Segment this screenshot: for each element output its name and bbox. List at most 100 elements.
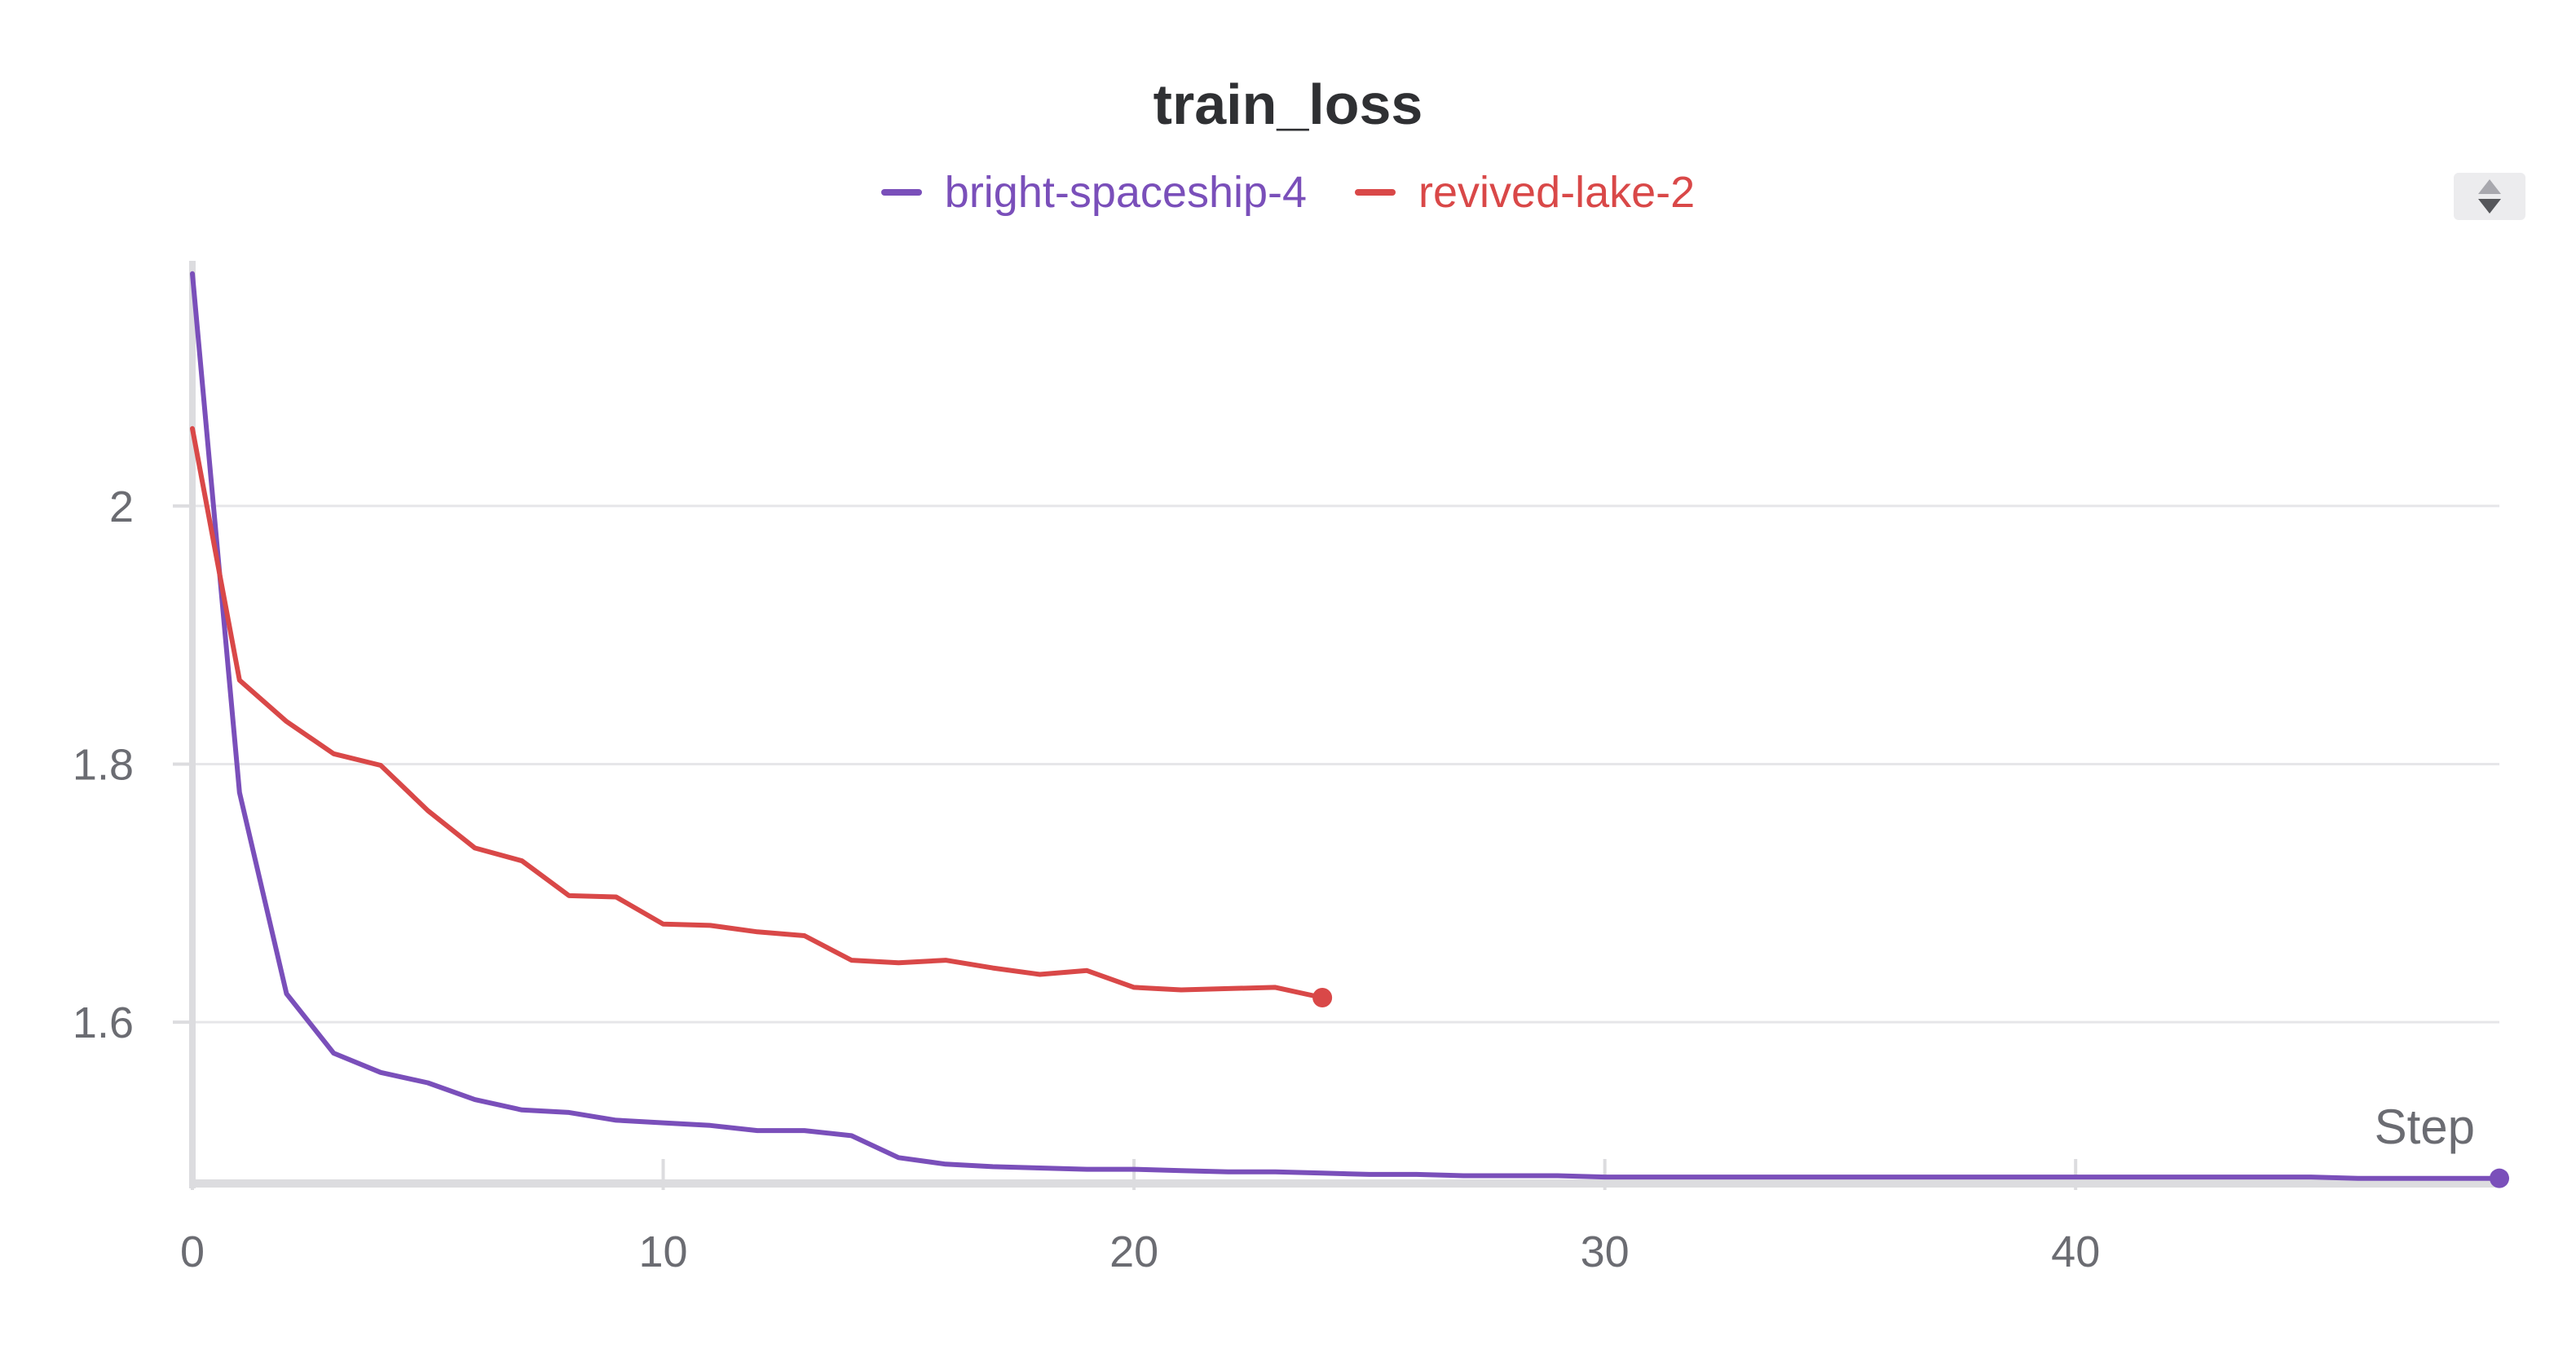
data-point <box>1038 1166 1043 1170</box>
data-point <box>2214 1175 2219 1179</box>
data-point <box>2356 1176 2361 1181</box>
data-point <box>473 1097 478 1102</box>
data-point <box>190 426 195 431</box>
y-tick-label: 2 <box>109 483 134 531</box>
data-point <box>943 958 948 963</box>
legend-label-series-1: bright-spaceship-4 <box>944 168 1308 217</box>
data-point <box>285 719 289 724</box>
data-point <box>2402 1176 2407 1181</box>
data-point <box>1179 988 1184 993</box>
data-point <box>755 929 760 934</box>
data-point <box>1179 1168 1184 1173</box>
data-point <box>1744 1175 1749 1179</box>
data-point <box>519 1108 524 1113</box>
y-tick-label: 1.8 <box>73 740 134 789</box>
data-point <box>849 1133 854 1138</box>
data-point <box>1084 968 1089 973</box>
data-point <box>1367 1172 1372 1177</box>
data-point <box>2450 1176 2455 1181</box>
data-point <box>1508 1174 1513 1179</box>
data-point <box>2309 1175 2314 1179</box>
data-point <box>2026 1175 2031 1179</box>
scroll-down-icon[interactable] <box>2478 199 2501 214</box>
data-point <box>378 1070 383 1075</box>
legend-scroll-control[interactable] <box>2454 173 2525 220</box>
data-point <box>473 845 478 850</box>
chart-title: train_loss <box>1153 73 1423 136</box>
legend: bright-spaceship-4 revived-lake-2 <box>0 167 2576 218</box>
data-point <box>1791 1175 1796 1179</box>
data-point <box>1414 1172 1419 1177</box>
legend-item-series-1[interactable]: bright-spaceship-4 <box>880 167 1308 218</box>
x-tick-label: 0 <box>180 1227 205 1276</box>
data-point <box>285 991 289 996</box>
data-point <box>1226 986 1231 991</box>
data-point <box>237 678 242 683</box>
x-tick-label: 40 <box>2051 1227 2100 1276</box>
data-point <box>1837 1175 1842 1179</box>
data-point <box>708 1123 712 1128</box>
data-point <box>896 1155 901 1160</box>
data-point <box>1320 1170 1325 1175</box>
legend-label-series-2: revived-lake-2 <box>1418 168 1696 217</box>
axes: 1.61.820 10 20 30 40 <box>73 261 2499 1276</box>
data-point <box>708 923 712 928</box>
data-point <box>1131 1167 1136 1172</box>
series-end-marker-1 <box>2490 1168 2509 1188</box>
data-point <box>2120 1175 2125 1179</box>
data-point <box>802 1128 807 1133</box>
scroll-up-icon[interactable] <box>2478 179 2501 194</box>
series-line-2 <box>190 425 1325 1000</box>
data-point <box>1885 1175 1890 1179</box>
series-line-1 <box>190 271 2502 1181</box>
data-point <box>896 960 901 965</box>
data-point <box>1226 1170 1231 1175</box>
data-point <box>1555 1174 1560 1179</box>
data-point <box>614 895 619 900</box>
data-point <box>614 1117 619 1122</box>
gridlines <box>192 505 2499 1024</box>
data-point <box>1038 972 1043 977</box>
y-tick-label: 1.6 <box>73 998 134 1047</box>
data-point <box>1603 1175 1608 1179</box>
x-tick-label: 10 <box>639 1227 688 1276</box>
data-point <box>990 1164 995 1169</box>
x-tick-label: 20 <box>1109 1227 1158 1276</box>
data-point <box>755 1128 760 1133</box>
data-point <box>1979 1175 1984 1179</box>
legend-item-series-2[interactable]: revived-lake-2 <box>1355 167 1695 218</box>
data-point <box>661 922 666 927</box>
data-point <box>237 790 242 795</box>
data-point <box>2073 1175 2078 1179</box>
data-point <box>1273 985 1277 989</box>
data-point <box>2261 1175 2266 1179</box>
data-point <box>802 933 807 938</box>
data-point <box>378 763 383 768</box>
x-axis-title: Step <box>2375 1100 2475 1154</box>
data-point <box>1932 1175 1937 1179</box>
data-point <box>331 1051 336 1056</box>
data-point <box>1461 1174 1466 1179</box>
data-point <box>661 1121 666 1126</box>
data-point <box>1649 1175 1654 1179</box>
x-tick-label: 30 <box>1581 1227 1630 1276</box>
data-point <box>567 1110 571 1115</box>
data-point <box>1131 985 1136 989</box>
data-point <box>2168 1175 2172 1179</box>
series-lines <box>190 271 2509 1188</box>
data-point <box>426 808 430 813</box>
data-point <box>1696 1175 1701 1179</box>
data-point <box>519 858 524 863</box>
data-point <box>1273 1170 1277 1175</box>
legend-swatch-series-2 <box>1355 188 1396 196</box>
data-point <box>849 958 854 963</box>
legend-swatch-series-1 <box>880 188 922 196</box>
data-point <box>190 271 195 276</box>
data-point <box>943 1161 948 1166</box>
data-point <box>426 1081 430 1086</box>
data-point <box>567 893 571 898</box>
data-point <box>331 751 336 756</box>
data-point <box>1084 1167 1089 1172</box>
